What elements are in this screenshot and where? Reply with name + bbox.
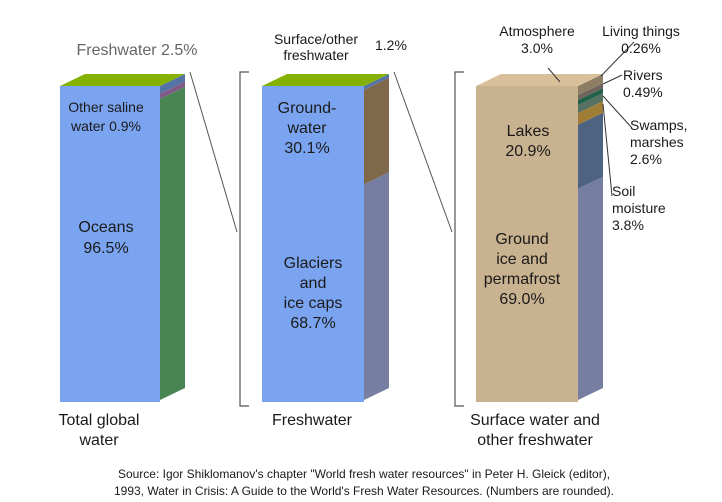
leader-swamps [602,95,633,129]
label-soil-moisture: Soil moisture 3.8% [612,183,666,233]
surface-bar-side-atmosphere [578,74,603,96]
bars-layer [60,74,603,403]
surface-bar-side-ground-ice-and-permafrost [578,176,603,400]
total-bar-side-freshwater [160,74,185,94]
label-rivers: Rivers 0.49% [623,67,663,100]
surface-bar-side-swamps-marshes [578,93,603,114]
leader-living-things [600,41,635,77]
label-oceans: Oceans 96.5% [78,219,133,257]
axis-label-total-global-water: Total global water [59,412,140,449]
label-other-saline-water: Other saline water 0.9% [68,99,144,134]
leader-atmosphere [547,67,561,83]
label-atmosphere: Atmosphere 3.0% [499,23,575,56]
fresh-bar-side-surface-other-freshwater [364,74,389,90]
labels-layer: Freshwater 2.5% Other saline water 0.9% Oce… [59,23,688,498]
label-freshwater-2-5: Freshwater 2.5% [77,42,198,59]
total-bar-segment-freshwater [60,86,160,402]
label-surface-other-freshwater: Surface/other freshwater [274,31,358,63]
label-surface-other-value: 1.2% [375,37,407,53]
surface-bar-side-rivers [578,88,603,106]
source-note: Source: Igor Shiklomanov's chapter "Worl… [114,467,614,498]
surface-bar-side-soil-moisture [578,101,603,125]
surface-bar-segment-atmosphere [476,86,578,402]
surface-bar-side-living-things [578,83,603,101]
leader-soil-moisture [602,103,613,197]
surface-bar-side-lakes [578,112,603,189]
label-swamps-marshes: Swamps, marshes 2.6% [630,117,688,167]
axis-label-freshwater: Freshwater [272,412,353,429]
fresh-bar-top [262,74,389,86]
total-bar-side-oceans [160,86,185,400]
label-ground-ice-permafrost: Ground ice and permafrost 69.0% [484,231,561,308]
fresh-bar-side-glaciers-and-ice-caps [364,172,389,400]
freshwater-bracket [239,71,249,407]
leader-rivers [602,74,623,85]
connectors-layer [189,41,635,407]
fresh-bar-side-ground-water [364,77,389,185]
total-bar-top [60,74,185,86]
label-groundwater: Ground-water 30.1% [278,100,337,157]
label-lakes: Lakes 20.9% [505,123,550,160]
axis-label-surface-water: Surface water and other freshwater [470,412,600,449]
label-glaciers-ice-caps: Glaciers and ice caps 68.7% [284,255,343,332]
connector-freshwater-to-surface [393,71,453,233]
connector-total-to-freshwater [189,71,238,233]
fresh-bar-segment-surface-other-freshwater [262,86,364,402]
surface-bar-top [476,74,603,86]
surface-water-bracket [454,71,464,407]
total-bar-side-other-saline-water [160,81,185,99]
label-living-things: Living things 0.26% [602,23,680,56]
